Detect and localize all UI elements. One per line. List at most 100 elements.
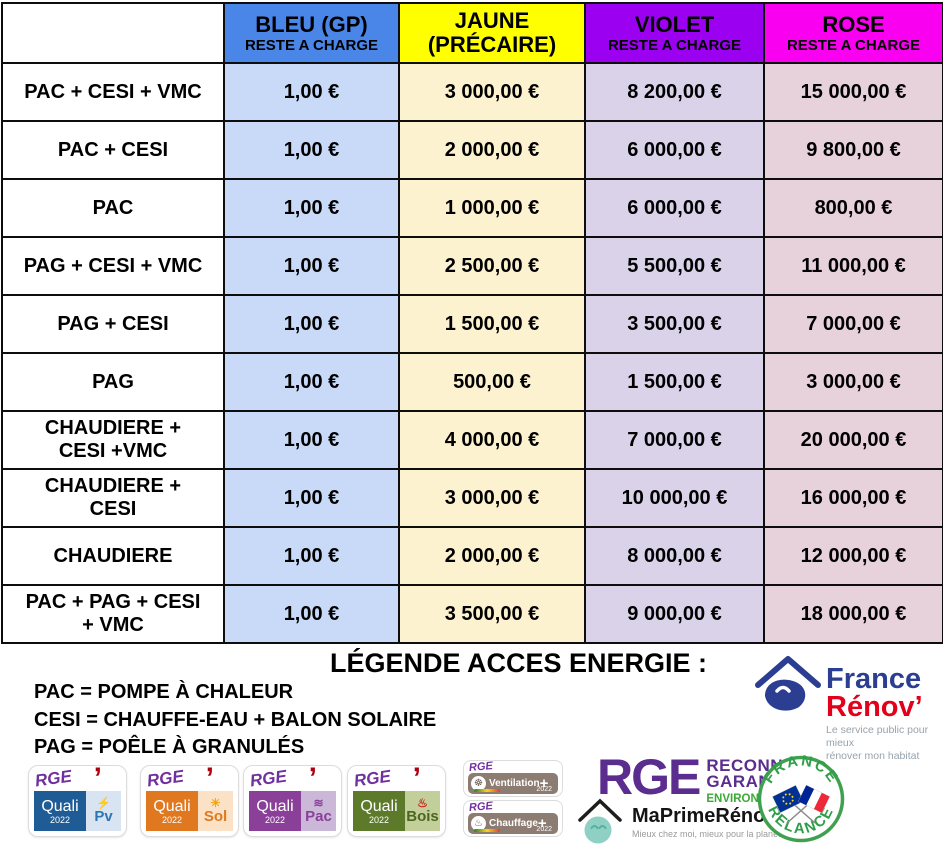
- france-relance-logo: FRANCE RELANCE: [757, 752, 845, 845]
- cell-bleu: 1,00 €: [223, 236, 400, 296]
- heat-icon: ♨: [417, 795, 428, 810]
- waves-icon: ≋: [313, 795, 324, 810]
- cell-bleu: 1,00 €: [223, 584, 400, 644]
- maprimerenov-name: MaPrimeRénov’: [632, 805, 783, 827]
- quali-brand: Quali: [41, 797, 79, 815]
- rge-ventilation-badge: RGE ☸ Ventilation + 2022: [463, 760, 563, 797]
- legend-item-pac: PAC = POMPE À CHALEUR: [34, 681, 294, 703]
- quali-specialty: Pac: [305, 807, 332, 825]
- badge-name: Ventilation: [489, 778, 540, 789]
- legend-title: LÉGENDE ACCES ENERGIE :: [330, 648, 708, 678]
- cell-jaune: 3 000,00 €: [398, 62, 586, 122]
- reste-a-charge-table: BLEU (GP) RESTE A CHARGE JAUNE (PRÉCAIRE…: [1, 2, 943, 644]
- quali-brand: Quali: [153, 797, 191, 815]
- badge-name: Chauffage: [489, 818, 538, 829]
- table-row: CHAUDIERE + CESI 1,00 € 3 000,00 € 10 00…: [1, 468, 943, 528]
- cell-violet: 6 000,00 €: [584, 178, 765, 238]
- quali-year: 2022: [49, 814, 71, 825]
- quali-brand: Quali: [256, 797, 294, 815]
- france-renov-name-line1: France: [826, 663, 922, 695]
- cell-violet: 3 500,00 €: [584, 294, 765, 354]
- cell-bleu: 1,00 €: [223, 526, 400, 586]
- table-row: PAG + CESI + VMC 1,00 € 2 500,00 € 5 500…: [1, 236, 943, 296]
- plus-icon: +: [539, 774, 549, 792]
- column-title: JAUNE: [454, 8, 530, 33]
- cell-violet: 7 000,00 €: [584, 410, 765, 470]
- legend-item-cesi: CESI = CHAUFFE-EAU + BALON SOLAIRE: [34, 708, 437, 731]
- cell-violet: 10 000,00 €: [584, 468, 765, 528]
- footer: LÉGENDE ACCES ENERGIE : PAC = POMPE À CH…: [0, 648, 943, 845]
- fan-icon: ☸: [471, 776, 486, 791]
- cell-jaune: 2 000,00 €: [398, 120, 586, 180]
- cell-jaune: 1 500,00 €: [398, 294, 586, 354]
- cell-bleu: 1,00 €: [223, 352, 400, 412]
- rge-qualipac-badge: RGE ’ Quali 2022 ≋ Pac: [243, 762, 342, 837]
- rge-acronym: RGE: [597, 749, 701, 805]
- row-label: PAG + CESI: [1, 294, 225, 354]
- maprimerenov-tagline: Mieux chez moi, mieux pour la planète: [632, 829, 786, 839]
- cell-jaune: 500,00 €: [398, 352, 586, 412]
- rge-label: RGE: [33, 766, 73, 791]
- quali-year: 2022: [161, 814, 183, 825]
- cell-bleu: 1,00 €: [223, 178, 400, 238]
- cell-rose: 15 000,00 €: [763, 62, 943, 122]
- quali-specialty: Bois: [406, 807, 439, 825]
- cell-rose: 9 800,00 €: [763, 120, 943, 180]
- rge-label: RGE: [352, 766, 392, 791]
- apostrophe-icon: ’: [412, 762, 421, 795]
- cell-rose: 16 000,00 €: [763, 468, 943, 528]
- table-row: PAC + CESI + VMC 1,00 € 3 000,00 € 8 200…: [1, 62, 943, 122]
- cell-bleu: 1,00 €: [223, 120, 400, 180]
- rge-label: RGE: [468, 799, 494, 815]
- sun-icon: ☀: [210, 795, 221, 810]
- cell-rose: 12 000,00 €: [763, 526, 943, 586]
- column-title: BLEU (GP): [255, 11, 368, 37]
- cell-jaune: 3 500,00 €: [398, 584, 586, 644]
- header-rose: ROSE RESTE A CHARGE: [763, 2, 943, 64]
- crossed-flags-icon: [772, 784, 830, 824]
- lightning-icon: ⚡: [96, 795, 111, 810]
- quali-specialty: Pv: [94, 807, 113, 825]
- quali-brand: Quali: [360, 797, 398, 815]
- house-bird-icon: [752, 652, 824, 719]
- cell-jaune: 2 000,00 €: [398, 526, 586, 586]
- france-renov-logo: France Rénov’ Le service public pour mie…: [752, 652, 942, 763]
- table-row: PAG 1,00 € 500,00 € 1 500,00 € 3 000,00 …: [1, 352, 943, 412]
- table-row: PAC + PAG + CESI + VMC 1,00 € 3 500,00 €…: [1, 584, 943, 644]
- header-row: BLEU (GP) RESTE A CHARGE JAUNE (PRÉCAIRE…: [1, 2, 943, 64]
- row-label: PAC + CESI: [1, 120, 225, 180]
- column-subtitle: (PRÉCAIRE): [427, 32, 557, 57]
- cell-violet: 8 000,00 €: [584, 526, 765, 586]
- apostrophe-icon: ’: [308, 762, 317, 795]
- quali-specialty: Sol: [203, 807, 228, 825]
- badge-year: 2022: [536, 826, 552, 833]
- row-label: CHAUDIERE + CESI: [1, 468, 225, 528]
- cell-bleu: 1,00 €: [223, 62, 400, 122]
- maprimerenov-logo: MaPrimeRénov’ Mieux chez moi, mieux pour…: [576, 795, 786, 845]
- header-bleu: BLEU (GP) RESTE A CHARGE: [223, 2, 400, 64]
- cell-rose: 800,00 €: [763, 178, 943, 238]
- table-row: CHAUDIERE + CESI +VMC 1,00 € 4 000,00 € …: [1, 410, 943, 470]
- france-renov-tagline: Le service public pour mieux rénover mon…: [826, 724, 929, 762]
- cell-violet: 8 200,00 €: [584, 62, 765, 122]
- cell-rose: 7 000,00 €: [763, 294, 943, 354]
- roof-face-icon: [576, 795, 628, 845]
- cell-jaune: 2 500,00 €: [398, 236, 586, 296]
- cell-violet: 1 500,00 €: [584, 352, 765, 412]
- row-label: PAC + PAG + CESI + VMC: [1, 584, 225, 644]
- plus-icon: +: [537, 814, 547, 832]
- cell-jaune: 3 000,00 €: [398, 468, 586, 528]
- rge-label: RGE: [145, 766, 185, 791]
- row-label: CHAUDIERE + CESI +VMC: [1, 410, 225, 470]
- gradient-bar: [474, 829, 500, 832]
- table-row: PAC + CESI 1,00 € 2 000,00 € 6 000,00 € …: [1, 120, 943, 180]
- flame-icon: ♨: [471, 816, 486, 831]
- rge-qualibois-badge: RGE ’ Quali 2022 ♨ Bois: [347, 762, 446, 837]
- header-empty-cell: [1, 2, 225, 64]
- cell-rose: 18 000,00 €: [763, 584, 943, 644]
- rge-chauffage-badge: RGE ♨ Chauffage + 2022: [463, 800, 563, 837]
- apostrophe-icon: ’: [93, 762, 102, 795]
- rge-label: RGE: [248, 766, 288, 791]
- cell-rose: 11 000,00 €: [763, 236, 943, 296]
